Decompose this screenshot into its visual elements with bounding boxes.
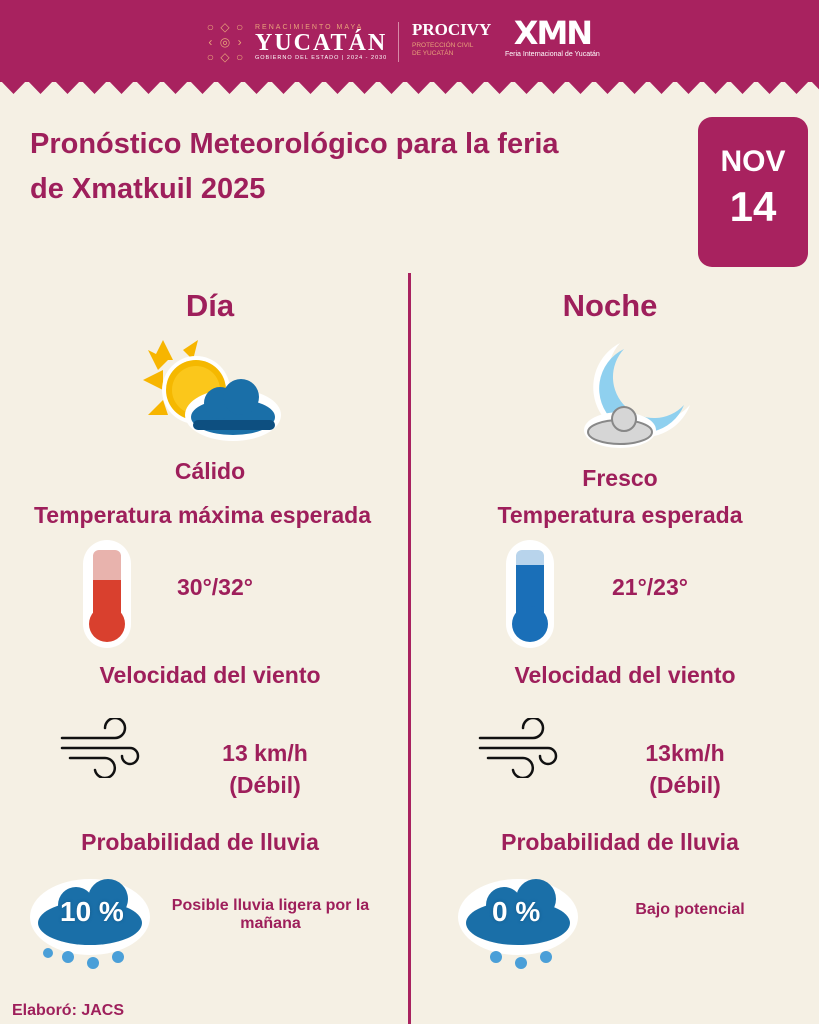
night-rain-label: Probabilidad de lluvia — [501, 829, 739, 855]
day-temp: 30°/32° — [177, 574, 253, 600]
procivy-logo: PROCIVY PROTECCIÓN CIVIL DE YUCATÁN — [412, 20, 491, 58]
day-rain-label: Probabilidad de lluvia — [81, 829, 319, 855]
night-condition: Fresco — [582, 465, 658, 491]
procivy-sub2: DE YUCATÁN — [412, 50, 454, 57]
xmn-name: XMN — [513, 14, 593, 52]
day-wind-desc: (Débil) — [229, 772, 301, 798]
xmn-logo: XMN Feria Internacional de Yucatán — [505, 16, 600, 59]
footer-credit: Elaboró: JACS — [12, 1002, 125, 1019]
night-temp-label: Temperatura esperada — [497, 502, 743, 528]
zigzag-border — [0, 80, 819, 94]
night-temp: 21°/23° — [612, 574, 688, 600]
date-badge: NOV 14 — [698, 117, 808, 267]
logo-sub: GOBIERNO DEL ESTADO | 2024 - 2030 — [255, 54, 388, 61]
day-condition: Cálido — [174, 458, 246, 484]
night-heading: Noche — [562, 288, 658, 323]
date-month: NOV — [720, 145, 786, 178]
day-temp-label: Temperatura máxima esperada — [33, 502, 372, 528]
day-wind: 13 km/h — [222, 740, 308, 766]
yucatan-logo: ○ ◇ ○ ‹ ◎ › ○ ◇ ○ RENACIMIENTO MAYA YUCATÁN GOBI… — [203, 20, 387, 64]
logo-tagline: RENACIMIENTO MAYA — [255, 23, 364, 31]
logo-separator — [398, 22, 399, 62]
night-wind-label: Velocidad del viento — [514, 662, 736, 688]
night-wind: 13km/h — [645, 740, 725, 766]
date-day: 14 — [729, 183, 777, 230]
header-banner: ○ ◇ ○ ‹ ◎ › ○ ◇ ○ RENACIMIENTO MAYA YUCATÁN GOBI… — [0, 0, 819, 82]
maya-glyph-icon: ○ ◇ ○ ‹ ◎ › ○ ◇ ○ — [206, 20, 244, 64]
wind-icon — [478, 718, 558, 778]
day-heading: Día — [185, 288, 235, 323]
thermometer-hot-icon — [83, 540, 131, 648]
procivy-name: PROCIVY — [412, 20, 492, 39]
day-rain-pct: 10 % — [60, 896, 124, 927]
night-rain-note: Bajo potencial — [635, 901, 745, 918]
day-rain-note: Posible lluvia ligera por la mañana — [171, 897, 370, 932]
rain-cloud-icon — [30, 879, 150, 969]
day-wind-label: Velocidad del viento — [99, 662, 321, 688]
night-rain-pct: 0 % — [492, 896, 541, 927]
logo-name: YUCATÁN — [255, 29, 388, 56]
page-title: Pronóstico Meteorológico para la feria d… — [30, 128, 559, 205]
wind-icon — [60, 718, 140, 778]
procivy-sub1: PROTECCIÓN CIVIL — [412, 42, 474, 49]
thermometer-cold-icon — [506, 540, 554, 648]
column-divider — [408, 273, 411, 1024]
moon-cloud-icon — [584, 343, 690, 448]
night-wind-desc: (Débil) — [649, 772, 721, 798]
xmn-sub: Feria Internacional de Yucatán — [505, 51, 600, 58]
rain-cloud-icon — [458, 879, 578, 969]
sun-cloud-icon — [143, 340, 281, 441]
